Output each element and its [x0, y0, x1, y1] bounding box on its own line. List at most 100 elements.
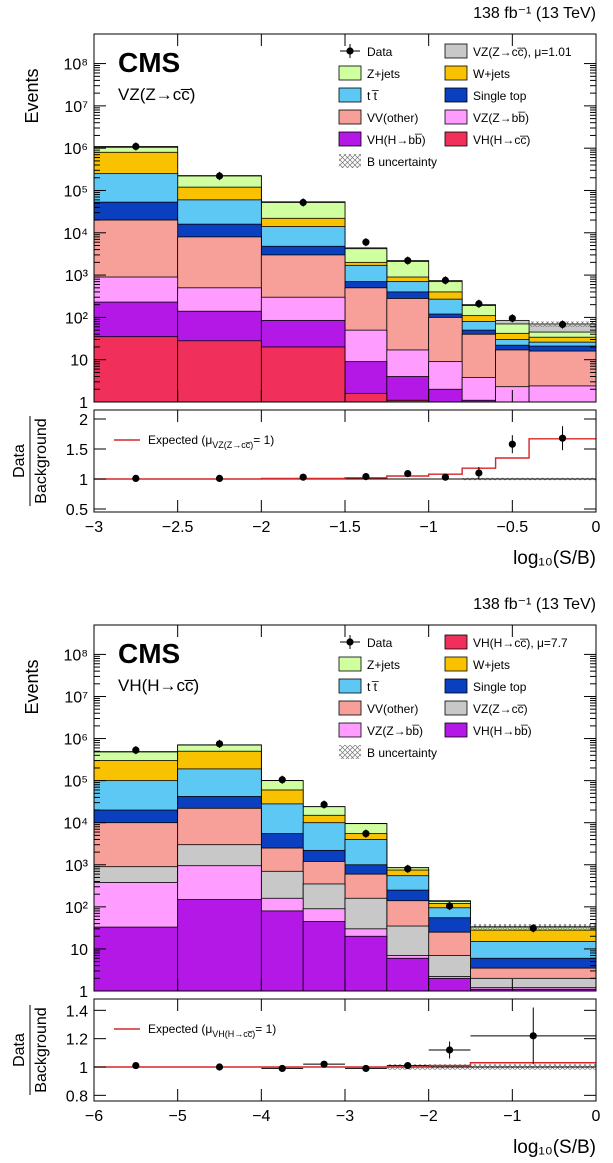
legend-label: W+jets [473, 67, 510, 81]
x-tick-label: −1 [420, 519, 438, 536]
x-tick-label: −3 [336, 1108, 354, 1125]
ratio-y-tick-label: 1 [79, 1060, 88, 1077]
ratio-y-label-top: Data [11, 444, 28, 478]
legend-unc-swatch [339, 745, 361, 759]
ratio-y-tick-label: 0.5 [66, 502, 88, 519]
ratio-panel: Expected (μVZ(Z→cc̅)= 1) 0.5 1 1.5 2 −3 −2.5 −2… [11, 409, 601, 569]
stack-bar [428, 388, 463, 403]
y-tick-label: 10⁴ [63, 226, 88, 243]
y-tick-label: 10² [65, 900, 89, 917]
ratio-point [278, 1064, 286, 1073]
ratio-frame [93, 998, 597, 1102]
legend-label: B uncertainty [367, 746, 437, 760]
y-tick-label: 10⁴ [63, 816, 88, 833]
data-point [529, 924, 537, 932]
process-label: VZ(Z→cc̅) [118, 85, 195, 104]
legend-label: Data [367, 45, 393, 59]
ratio-y-label-top: Data [11, 1033, 28, 1067]
lumi-label: 138 fb⁻¹ (13 TeV) [473, 596, 596, 613]
data-point [299, 198, 307, 207]
y-tick-label: 10⁶ [64, 732, 88, 749]
process-label: VH(H→cc̅) [118, 676, 199, 695]
ratio-point [132, 1061, 140, 1070]
ratio-point [475, 469, 483, 477]
legend-entry: Single top [444, 678, 527, 694]
ratio-y-tick-label: 2 [79, 412, 88, 429]
legend-entry: VZ(Z→bb̅) [444, 109, 529, 125]
stack-bar [93, 336, 179, 403]
ratio-point [508, 440, 516, 448]
legend-swatch [444, 43, 468, 59]
ratio-point [445, 1046, 454, 1054]
ratio-y-tick-label: 1.2 [66, 1032, 88, 1049]
ratio-point [441, 473, 449, 481]
y-tick-label: 10² [65, 310, 89, 327]
legend-entry: Single top [444, 87, 527, 103]
legend-entry: Data [340, 44, 393, 59]
y-tick-label: 10 [70, 942, 88, 959]
ratio-y-label-bottom: Background [33, 1007, 50, 1092]
legend-swatch [444, 65, 468, 81]
ratio-point [215, 474, 224, 482]
data-point [508, 314, 516, 322]
experiment-label: CMS [118, 47, 180, 78]
legend-entry: VZ(Z→cc̅) [444, 700, 528, 716]
stack-bar [528, 385, 597, 403]
legend-entry: W+jets [444, 65, 510, 81]
legend-entry: VV(other) [338, 109, 418, 125]
y-tick-label: 10⁸ [63, 57, 88, 74]
x-tick-label: −2.5 [162, 519, 194, 536]
legend-swatch [444, 700, 468, 716]
stack-series [93, 336, 430, 403]
stack-bar [260, 910, 304, 992]
legend-entry: t t̅ [338, 678, 379, 694]
stack-bar [302, 921, 346, 992]
stack-bar [93, 926, 179, 992]
ratio-y-tick-label: 0.8 [66, 1088, 88, 1105]
x-tick-label: −3 [85, 519, 103, 536]
legend-swatch [444, 131, 468, 147]
legend-entry: B uncertainty [339, 154, 437, 169]
ratio-point [362, 1064, 370, 1073]
ratio-legend-text: = 1) [253, 433, 274, 447]
stack-bar [344, 935, 388, 992]
y-axis-label: Events [22, 68, 42, 123]
legend-label: t t̅ [367, 680, 379, 694]
legend-entry: Z+jets [338, 656, 400, 672]
ratio-point [529, 1032, 537, 1040]
y-axis-label: Events [22, 659, 42, 714]
ratio-point [215, 1063, 224, 1071]
legend-label: W+jets [473, 658, 510, 672]
stack-bar [344, 392, 388, 403]
expected-step-line [94, 438, 596, 480]
ratio-y-tick-label: 1.5 [66, 442, 88, 459]
y-tick-label: 1 [79, 395, 88, 412]
data-point [215, 172, 224, 180]
expected-step-line [94, 1062, 596, 1068]
y-tick-label: 10³ [65, 858, 89, 875]
data-point [215, 740, 224, 748]
ratio-point [404, 470, 412, 478]
ratio-legend-text: = 1) [255, 1022, 276, 1036]
ratio-legend-subscript: VZ(Z→cc̅) [212, 440, 253, 450]
data-point [320, 800, 328, 809]
legend-swatch [338, 65, 362, 81]
legend-entry: Z+jets [338, 65, 400, 81]
data-point [558, 320, 567, 329]
x-tick-label: 0 [592, 519, 601, 536]
y-tick-label: 10⁵ [64, 183, 88, 200]
legend-swatch [444, 109, 468, 125]
legend-entry: t t̅ [338, 87, 379, 103]
legend-label: Single top [473, 89, 527, 103]
legend-entry: VH(H→cc̅), μ=7.7 [444, 634, 568, 650]
legend-label: B uncertainty [367, 155, 437, 169]
legend-entry: VZ(Z→cc̅), μ=1.01 [444, 43, 572, 59]
ratio-y-tick-label: 1 [79, 472, 88, 489]
legend-swatch [338, 722, 362, 738]
data-point [278, 776, 286, 784]
ratio-legend-label: Expected (μVH(H→cc̅)= 1) [148, 1022, 276, 1039]
legend-swatch [444, 87, 468, 103]
